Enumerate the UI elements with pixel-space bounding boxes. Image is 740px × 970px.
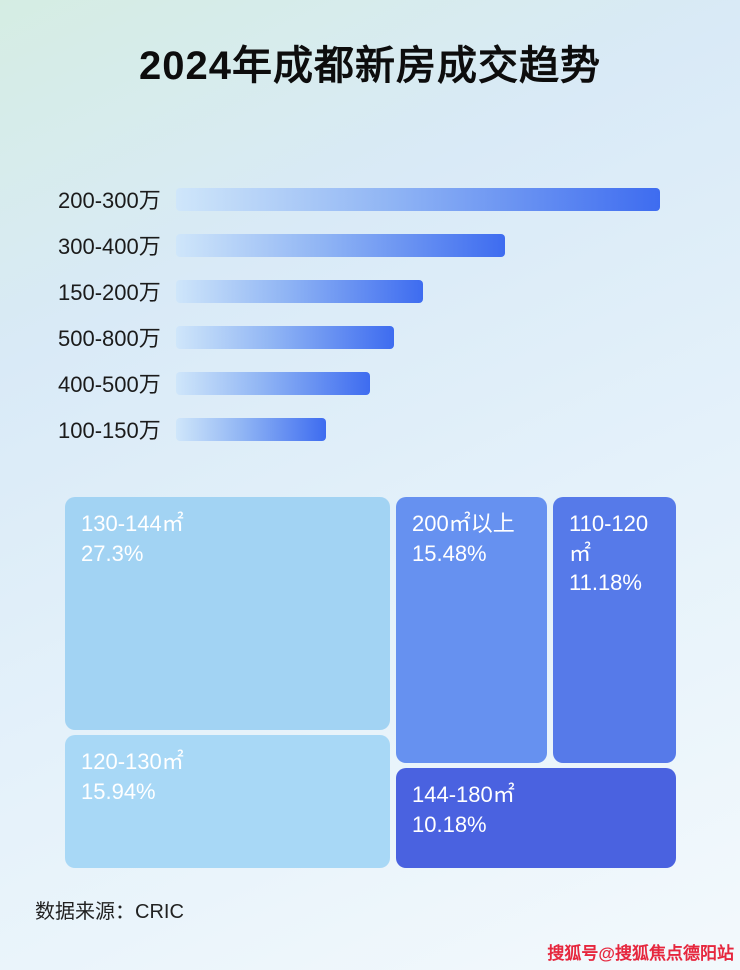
bar: [176, 417, 327, 441]
treemap-label: 120-130㎡: [81, 749, 184, 774]
data-source-note: 数据来源：CRIC: [35, 901, 184, 923]
bar: [176, 187, 660, 211]
treemap-percentage: 27.3%: [81, 540, 144, 566]
treemap-label: 130-144㎡: [81, 511, 184, 536]
treemap-block-120-130: 120-130㎡ 15.94%: [65, 735, 390, 868]
treemap-block-110-120: 110-120㎡ 11.18%: [553, 497, 676, 763]
bar-row: 500-800万: [58, 314, 660, 360]
bar-label: 150-200万: [58, 280, 161, 305]
bar-track: [176, 279, 660, 303]
bar-track: [176, 233, 660, 257]
bar-track: [176, 325, 660, 349]
treemap-percentage: 15.48%: [412, 540, 487, 566]
treemap-label: 200㎡以上: [412, 511, 515, 536]
treemap-label: 144-180㎡: [412, 782, 515, 807]
bar: [176, 371, 370, 395]
bar-label: 200-300万: [58, 188, 161, 213]
bar: [176, 279, 423, 303]
treemap-block-144-180: 144-180㎡ 10.18%: [396, 768, 676, 868]
watermark: 搜狐号@搜狐焦点德阳站: [547, 944, 734, 963]
bar-track: [176, 371, 660, 395]
bar-track: [176, 417, 660, 441]
bar-label: 100-150万: [58, 418, 161, 443]
bar-label: 400-500万: [58, 372, 161, 397]
bar-label: 500-800万: [58, 326, 161, 351]
bar-label: 300-400万: [58, 234, 161, 259]
page-title: 2024年成都新房成交趋势: [139, 44, 601, 88]
bar-row: 300-400万: [58, 222, 660, 268]
treemap-percentage: 15.94%: [81, 778, 156, 804]
treemap-percentage: 11.18%: [569, 570, 642, 596]
bar-row: 200-300万: [58, 176, 660, 222]
bar: [176, 325, 394, 349]
treemap-block-200-plus: 200㎡以上 15.48%: [396, 497, 547, 763]
bar-track: [176, 187, 660, 211]
bar-row: 150-200万: [58, 268, 660, 314]
bar-row: 400-500万: [58, 360, 660, 406]
treemap-label: 110-120㎡: [569, 511, 649, 566]
treemap-block-130-144: 130-144㎡ 27.3%: [65, 497, 390, 730]
bar: [176, 233, 506, 257]
bar-row: 100-150万: [58, 406, 660, 452]
treemap-percentage: 10.18%: [412, 811, 487, 837]
price-range-bar-chart: 200-300万 300-400万 150-200万 500-800万 400-…: [58, 176, 660, 452]
area-size-treemap: 130-144㎡ 27.3% 120-130㎡ 15.94% 200㎡以上 15…: [62, 495, 678, 873]
